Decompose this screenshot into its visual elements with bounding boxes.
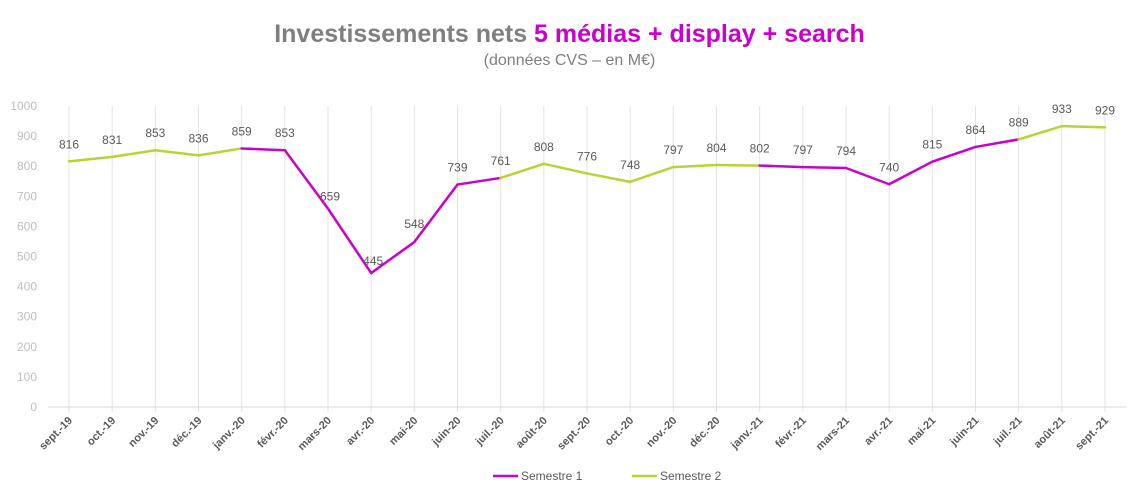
data-label: 802 xyxy=(750,142,770,156)
line-segment xyxy=(542,162,589,175)
y-tick-label: 600 xyxy=(17,219,37,233)
title-highlight: 5 médias + display + search xyxy=(534,20,865,48)
line-segment xyxy=(974,138,1020,149)
chart-subtitle: (données CVS – en M€) xyxy=(483,52,656,69)
line-segment xyxy=(1060,124,1107,129)
legend-label-semestre-2: Semestre 2 xyxy=(660,469,722,483)
x-tick-label: févr.-21 xyxy=(773,415,809,451)
y-tick-label: 0 xyxy=(30,400,37,414)
x-tick-label: juin-20 xyxy=(429,415,463,449)
line-segment xyxy=(67,155,114,163)
x-tick-label: nov.-20 xyxy=(644,415,679,450)
x-tick-label: juil.-21 xyxy=(991,415,1025,449)
line-segment xyxy=(844,166,891,186)
x-tick-label: avr.-21 xyxy=(862,415,895,448)
y-tick-label: 200 xyxy=(17,340,37,354)
x-tick-label: oct.-19 xyxy=(85,415,119,449)
chart-title: Investissements nets 5 médias + display … xyxy=(0,20,1139,49)
data-label: 748 xyxy=(620,158,640,172)
data-label: 445 xyxy=(363,254,383,268)
y-tick-label: 1000 xyxy=(10,99,37,113)
line-segment xyxy=(672,163,718,169)
line-segment xyxy=(283,148,330,210)
x-tick-label: déc.-19 xyxy=(169,415,204,450)
y-tick-label: 500 xyxy=(17,250,37,264)
data-label: 933 xyxy=(1052,102,1072,116)
data-label: 853 xyxy=(275,126,295,140)
line-segment xyxy=(758,164,805,169)
x-tick-label: avr.-20 xyxy=(344,415,377,448)
data-label: 808 xyxy=(534,140,554,154)
data-label: 853 xyxy=(145,126,165,140)
title-part1: Investissements nets xyxy=(274,20,535,48)
data-label: 797 xyxy=(793,143,813,157)
line-segment xyxy=(197,147,243,157)
line-segment xyxy=(413,183,459,244)
x-tick-label: mai-20 xyxy=(387,415,420,448)
data-label: 740 xyxy=(879,160,899,174)
x-tick-label: juin-21 xyxy=(947,415,981,449)
x-tick-label: sept.-21 xyxy=(1073,415,1111,453)
line-segment xyxy=(801,165,848,170)
x-tick-label: mai-21 xyxy=(905,415,938,448)
x-tick-label: mars-21 xyxy=(814,415,852,453)
x-tick-label: mars-20 xyxy=(296,415,334,453)
x-tick-label: sept.-20 xyxy=(555,415,593,453)
data-label: 659 xyxy=(320,190,340,204)
line-segment xyxy=(1017,124,1064,141)
data-label: 548 xyxy=(404,217,424,231)
x-tick-label: déc.-20 xyxy=(687,415,722,450)
line-segment xyxy=(240,147,287,152)
data-label: 804 xyxy=(706,141,726,155)
x-tick-label: août-20 xyxy=(514,415,550,451)
data-label: 776 xyxy=(577,149,597,163)
line-segment xyxy=(585,172,632,184)
y-tick-label: 100 xyxy=(17,370,37,384)
y-tick-label: 700 xyxy=(17,189,37,203)
data-label: 816 xyxy=(59,137,79,151)
line-segment xyxy=(628,165,675,184)
line-segment xyxy=(931,145,977,163)
data-label: 739 xyxy=(447,161,467,175)
x-tick-label: janv.-21 xyxy=(728,415,766,453)
data-label: 889 xyxy=(1009,115,1029,129)
x-tick-label: févr.-20 xyxy=(255,415,291,451)
x-tick-label: oct.-20 xyxy=(603,415,637,449)
data-label: 859 xyxy=(232,124,252,138)
legend-label-semestre-1: Semestre 1 xyxy=(521,469,583,483)
y-tick-label: 800 xyxy=(17,159,37,173)
data-label: 831 xyxy=(102,133,122,147)
line-segment xyxy=(456,176,502,186)
data-label: 864 xyxy=(965,123,985,137)
line-segment xyxy=(110,148,157,159)
line-segment xyxy=(326,207,373,275)
data-label: 794 xyxy=(836,144,856,158)
data-label: 761 xyxy=(491,154,511,168)
data-label: 836 xyxy=(188,131,208,145)
y-tick-label: 400 xyxy=(17,280,37,294)
line-segment xyxy=(154,148,200,157)
data-label: 929 xyxy=(1095,103,1115,117)
x-tick-label: août-21 xyxy=(1032,415,1068,451)
line-segment xyxy=(499,162,546,180)
line-segment xyxy=(715,163,761,167)
x-tick-label: juil.-20 xyxy=(473,415,507,449)
y-tick-label: 900 xyxy=(17,129,37,143)
x-tick-label: sept.-19 xyxy=(37,415,75,453)
x-tick-label: nov.-19 xyxy=(126,415,161,450)
data-label: 797 xyxy=(663,143,683,157)
line-segment xyxy=(887,160,934,186)
line-segment xyxy=(369,240,416,275)
data-label: 815 xyxy=(922,138,942,152)
y-tick-label: 300 xyxy=(17,310,37,324)
x-tick-label: janv.-20 xyxy=(210,415,248,453)
